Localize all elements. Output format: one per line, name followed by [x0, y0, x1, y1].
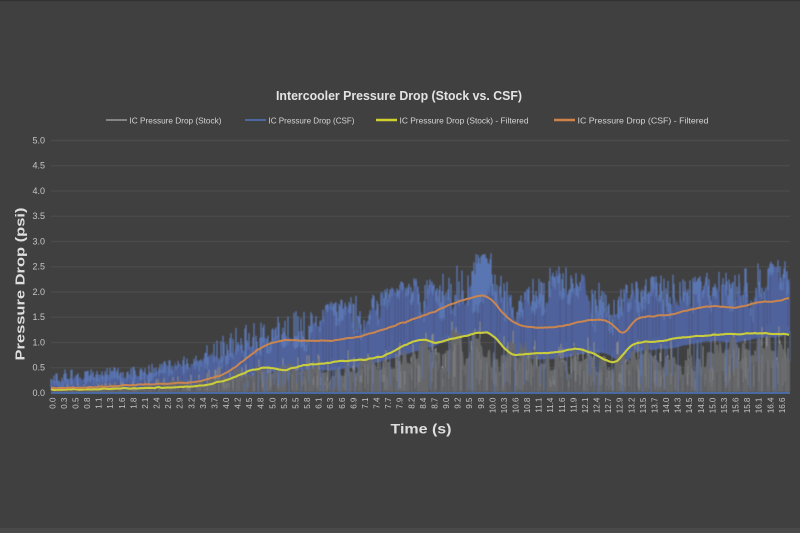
svg-text:1.3: 1.3: [106, 397, 115, 409]
svg-text:3.7: 3.7: [210, 397, 219, 409]
svg-text:15.3: 15.3: [720, 397, 729, 413]
svg-text:16.6: 16.6: [778, 397, 787, 413]
svg-text:6.1: 6.1: [315, 397, 324, 409]
svg-text:3.2: 3.2: [187, 397, 196, 409]
svg-text:2.9: 2.9: [176, 397, 185, 409]
svg-text:11.6: 11.6: [558, 397, 567, 413]
svg-text:5.5: 5.5: [292, 397, 301, 409]
svg-text:12.9: 12.9: [616, 397, 625, 413]
svg-text:16.1: 16.1: [755, 397, 764, 413]
svg-text:15.8: 15.8: [743, 397, 752, 413]
svg-text:8.4: 8.4: [419, 397, 428, 409]
svg-text:3.0: 3.0: [32, 236, 45, 246]
svg-text:14.5: 14.5: [685, 397, 694, 413]
svg-text:4.5: 4.5: [245, 397, 254, 409]
svg-text:7.1: 7.1: [361, 397, 370, 409]
svg-text:5.0: 5.0: [32, 135, 45, 145]
svg-text:4.8: 4.8: [257, 397, 266, 409]
svg-text:Time (s): Time (s): [391, 421, 452, 437]
svg-text:Pressure Drop (psi): Pressure Drop (psi): [13, 208, 28, 361]
svg-text:1.1: 1.1: [95, 397, 104, 409]
svg-text:2.4: 2.4: [153, 397, 162, 409]
svg-text:12.4: 12.4: [593, 397, 602, 413]
svg-text:7.4: 7.4: [373, 397, 382, 409]
svg-text:14.8: 14.8: [697, 397, 706, 413]
svg-text:1.0: 1.0: [32, 337, 45, 347]
svg-text:0.0: 0.0: [48, 397, 57, 409]
svg-text:3.5: 3.5: [32, 211, 45, 221]
svg-text:Intercooler Pressure Drop (Sto: Intercooler Pressure Drop (Stock vs. CSF…: [276, 88, 522, 103]
svg-text:13.5: 13.5: [639, 397, 648, 413]
svg-text:12.7: 12.7: [604, 397, 613, 413]
svg-text:IC Pressure Drop (CSF): IC Pressure Drop (CSF): [269, 115, 355, 125]
svg-text:2.5: 2.5: [32, 262, 45, 272]
svg-text:15.6: 15.6: [732, 397, 741, 413]
svg-text:0.3: 0.3: [60, 397, 69, 409]
svg-text:9.8: 9.8: [477, 397, 486, 409]
svg-text:IC Pressure Drop (CSF) - Filte: IC Pressure Drop (CSF) - Filtered: [578, 115, 709, 125]
svg-text:4.0: 4.0: [32, 186, 45, 196]
svg-text:13.2: 13.2: [627, 397, 636, 413]
svg-text:16.4: 16.4: [766, 397, 775, 413]
svg-text:7.7: 7.7: [384, 397, 393, 409]
svg-text:13.7: 13.7: [651, 397, 660, 413]
svg-text:10.0: 10.0: [488, 397, 497, 413]
svg-text:9.5: 9.5: [465, 397, 474, 409]
svg-text:8.2: 8.2: [407, 397, 416, 409]
svg-text:4.0: 4.0: [222, 397, 231, 409]
svg-text:1.8: 1.8: [129, 397, 138, 409]
svg-text:4.5: 4.5: [32, 161, 45, 171]
svg-text:5.0: 5.0: [268, 397, 277, 409]
svg-text:5.8: 5.8: [303, 397, 312, 409]
svg-text:1.5: 1.5: [32, 312, 45, 322]
svg-text:10.8: 10.8: [523, 397, 532, 413]
svg-text:9.0: 9.0: [442, 397, 451, 409]
svg-text:IC Pressure Drop (Stock): IC Pressure Drop (Stock): [130, 115, 222, 125]
svg-text:15.0: 15.0: [708, 397, 717, 413]
svg-text:11.9: 11.9: [569, 397, 578, 413]
svg-text:3.4: 3.4: [199, 397, 208, 409]
svg-text:0.0: 0.0: [32, 388, 45, 398]
svg-text:2.6: 2.6: [164, 397, 173, 409]
svg-text:6.6: 6.6: [338, 397, 347, 409]
svg-text:8.7: 8.7: [430, 397, 439, 409]
svg-text:6.9: 6.9: [349, 397, 358, 409]
svg-text:0.8: 0.8: [83, 397, 92, 409]
svg-text:2.1: 2.1: [141, 397, 150, 409]
svg-text:1.6: 1.6: [118, 397, 127, 409]
svg-text:12.1: 12.1: [581, 397, 590, 413]
svg-text:6.3: 6.3: [326, 397, 335, 409]
svg-text:9.2: 9.2: [454, 397, 463, 409]
svg-text:10.3: 10.3: [500, 397, 509, 413]
svg-text:4.2: 4.2: [234, 397, 243, 409]
svg-text:11.4: 11.4: [546, 397, 555, 413]
svg-text:0.5: 0.5: [32, 363, 45, 373]
svg-text:10.6: 10.6: [512, 397, 521, 413]
svg-text:14.0: 14.0: [662, 397, 671, 413]
svg-text:7.9: 7.9: [396, 397, 405, 409]
svg-text:0.5: 0.5: [72, 397, 81, 409]
svg-text:2.0: 2.0: [32, 287, 45, 297]
svg-text:11.1: 11.1: [535, 397, 544, 413]
svg-text:IC Pressure Drop (Stock) - Fil: IC Pressure Drop (Stock) - Filtered: [400, 115, 529, 125]
svg-text:14.3: 14.3: [674, 397, 683, 413]
svg-text:5.3: 5.3: [280, 397, 289, 409]
